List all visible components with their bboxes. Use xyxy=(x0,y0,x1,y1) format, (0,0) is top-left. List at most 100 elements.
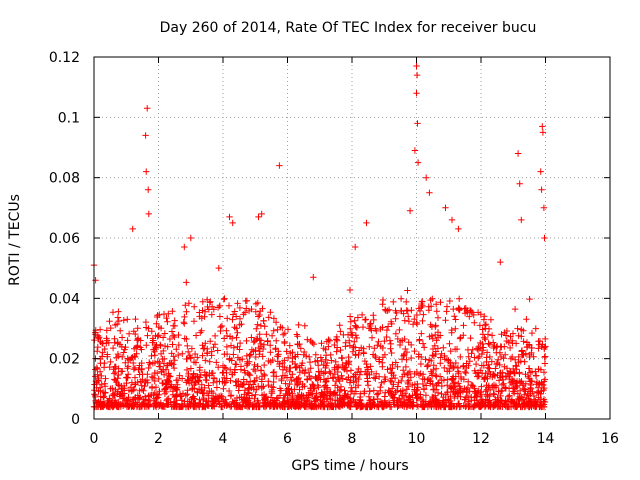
data-point xyxy=(252,308,259,315)
data-point xyxy=(222,379,229,386)
data-point xyxy=(421,344,428,351)
data-point xyxy=(246,372,254,379)
data-point xyxy=(190,358,198,366)
data-point xyxy=(218,322,226,330)
data-point xyxy=(413,311,421,319)
data-point xyxy=(146,359,153,366)
data-point xyxy=(345,374,352,381)
data-point xyxy=(169,341,176,348)
data-point xyxy=(414,120,421,127)
data-point xyxy=(219,369,226,377)
data-point xyxy=(160,310,168,318)
data-point xyxy=(532,368,539,375)
data-point xyxy=(358,311,366,319)
data-point xyxy=(409,381,416,389)
data-point xyxy=(461,396,468,403)
data-point xyxy=(304,336,311,343)
data-point xyxy=(270,378,277,386)
data-point xyxy=(310,383,317,391)
data-point xyxy=(420,398,427,405)
data-point xyxy=(167,381,175,388)
data-point xyxy=(226,333,234,340)
data-point xyxy=(107,324,114,332)
data-point xyxy=(175,331,182,339)
data-point xyxy=(192,379,199,387)
data-point xyxy=(221,351,228,358)
data-point xyxy=(444,382,451,389)
data-point xyxy=(289,358,296,366)
data-point xyxy=(310,274,317,281)
data-point xyxy=(465,378,472,385)
data-point xyxy=(278,377,285,384)
data-point xyxy=(468,397,475,404)
data-point xyxy=(114,350,122,358)
data-point xyxy=(118,334,126,341)
data-point xyxy=(366,371,373,379)
data-point xyxy=(102,375,109,382)
data-point xyxy=(484,364,492,371)
data-point xyxy=(413,387,420,395)
data-point xyxy=(411,147,419,154)
data-point xyxy=(185,300,193,307)
data-point xyxy=(512,340,520,347)
data-point xyxy=(433,301,440,308)
data-point xyxy=(525,365,533,372)
data-point xyxy=(379,301,386,308)
data-point xyxy=(396,326,403,334)
data-point xyxy=(453,345,461,353)
data-point xyxy=(208,348,215,355)
data-point xyxy=(433,308,440,315)
data-point xyxy=(483,354,490,361)
data-point xyxy=(472,388,479,395)
data-point xyxy=(143,376,151,384)
data-point xyxy=(318,340,325,347)
data-point xyxy=(515,332,522,339)
data-point xyxy=(400,367,407,374)
data-point xyxy=(126,398,134,405)
data-point xyxy=(198,387,206,394)
data-point xyxy=(230,351,237,358)
data-point xyxy=(474,346,482,354)
data-point xyxy=(291,377,299,385)
data-point xyxy=(500,380,507,387)
x-tick-label: 8 xyxy=(348,431,357,447)
data-point xyxy=(93,364,100,371)
data-point xyxy=(405,394,413,401)
data-point xyxy=(183,366,191,374)
data-point xyxy=(467,334,474,342)
data-point xyxy=(111,400,119,408)
data-point xyxy=(161,330,168,337)
data-point xyxy=(368,334,376,341)
data-point xyxy=(261,372,268,379)
data-point xyxy=(427,378,434,385)
data-point xyxy=(180,319,187,326)
data-point xyxy=(315,368,322,375)
data-point xyxy=(255,313,262,320)
data-point xyxy=(314,357,321,364)
data-point xyxy=(202,398,210,405)
data-point xyxy=(485,340,492,347)
data-point xyxy=(276,392,284,399)
data-point xyxy=(185,348,192,356)
data-point xyxy=(248,392,256,399)
data-point xyxy=(531,396,538,403)
data-point xyxy=(258,376,266,383)
data-point xyxy=(215,264,222,272)
data-point xyxy=(251,361,258,369)
data-point xyxy=(109,344,117,352)
data-point xyxy=(280,394,287,402)
data-point xyxy=(456,306,463,313)
data-point xyxy=(320,370,327,377)
data-point xyxy=(223,327,230,334)
data-point xyxy=(229,316,236,323)
data-point xyxy=(525,388,533,395)
data-point xyxy=(316,372,323,379)
data-point xyxy=(96,334,103,341)
data-point xyxy=(120,317,127,324)
data-point xyxy=(223,343,231,351)
data-point xyxy=(511,370,518,377)
data-point xyxy=(259,305,266,312)
data-point xyxy=(503,327,511,335)
data-point xyxy=(373,370,380,377)
data-point xyxy=(338,401,345,408)
